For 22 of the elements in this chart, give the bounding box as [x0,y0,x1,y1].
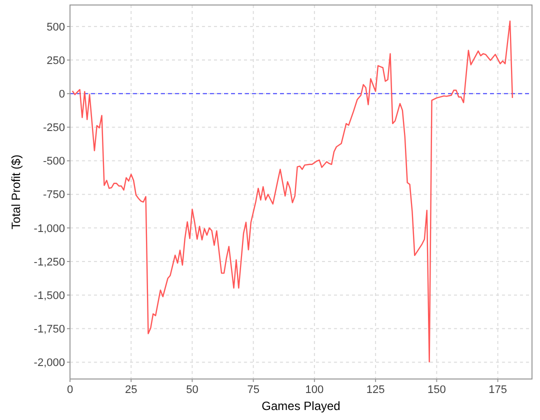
y-tick-label: -1,750 [34,323,65,336]
y-tick-label: 250 [46,54,65,67]
y-tick-label: 0 [58,88,65,100]
y-tick-label: -2,000 [34,357,65,370]
x-tick-label: 75 [247,384,260,396]
x-tick-label: 150 [427,384,446,396]
y-tick-label: -750 [42,189,65,202]
y-axis-title: Total Profit ($) [9,154,23,230]
y-tick-label: -1,250 [34,256,65,268]
line-series [72,20,514,362]
x-tick-label: 125 [366,384,385,396]
x-tick-label: 100 [305,384,324,396]
x-tick-label: 25 [124,384,138,396]
x-axis-title: Games Played [262,399,340,413]
y-tick-label: -500 [42,156,65,168]
x-tick-label: 50 [186,384,198,396]
y-tick-label: -250 [42,122,65,134]
y-tick-label: 500 [46,21,65,34]
x-tick-label: 175 [488,384,507,396]
y-tick-label: -1,500 [34,290,65,302]
y-tick-label: -1,000 [34,222,65,235]
x-tick-label: 0 [66,384,74,396]
